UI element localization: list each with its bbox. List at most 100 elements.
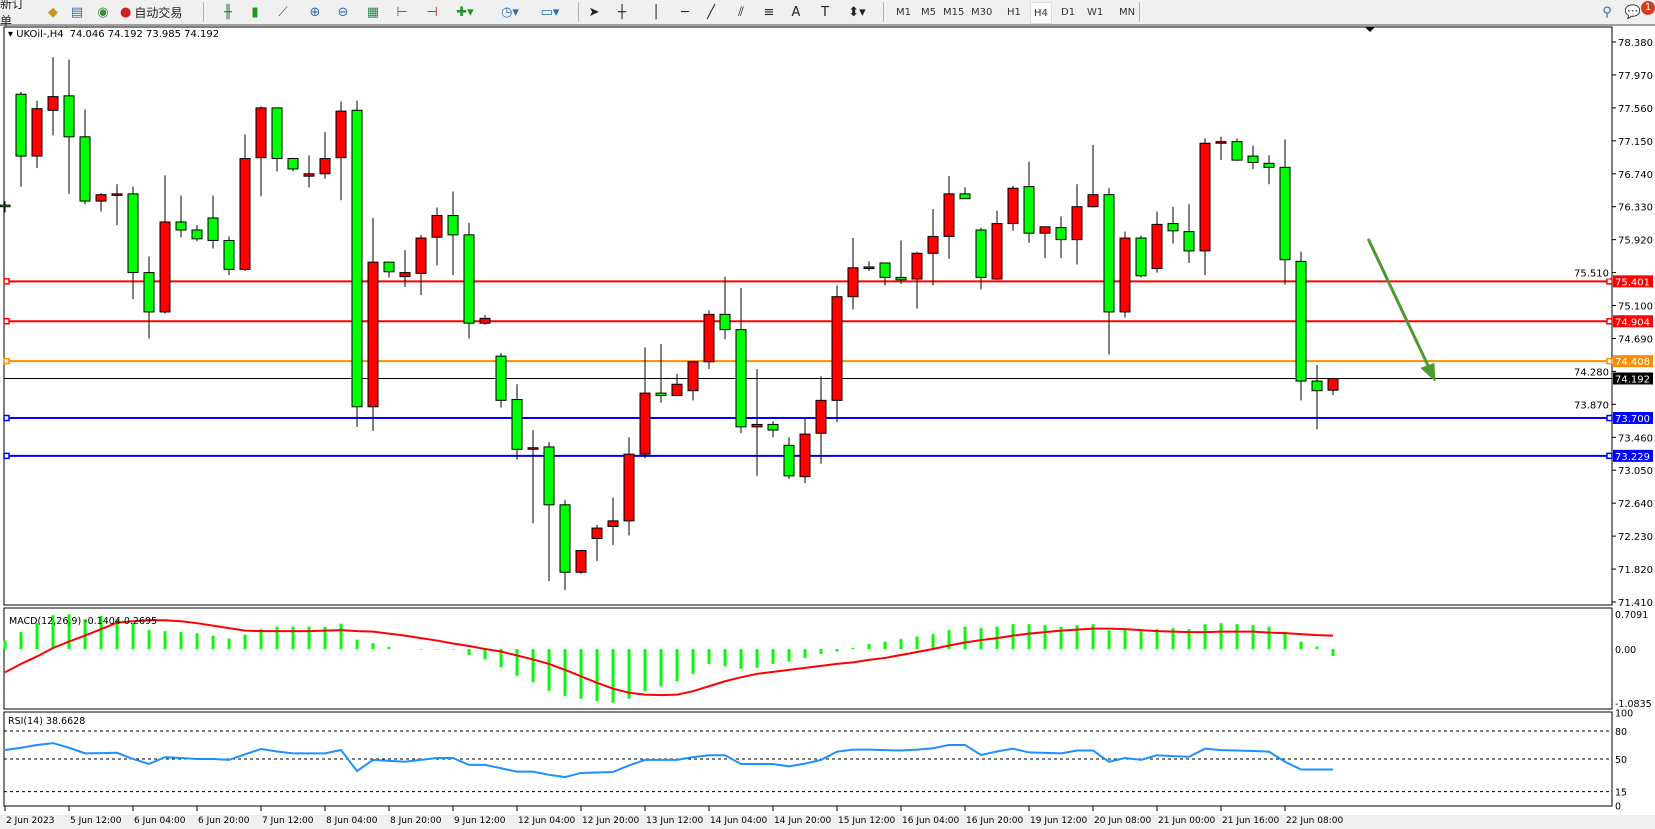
new-order-button[interactable]: 新订单 [0,0,25,28]
price-label: 73.700 [1615,414,1650,425]
arrows-dropdown-icon[interactable]: ⬍▾ [848,4,866,20]
candle-body [143,272,155,313]
chart-shift-icon[interactable]: ⊢ [396,4,408,20]
price-tick-label: 75.920 [1618,236,1653,247]
text-label-icon[interactable]: T [821,4,829,20]
candle-body [879,262,891,278]
time-tick-label: 21 Jun 16:00 [1222,816,1279,826]
price-tick-label: 72.640 [1618,499,1653,510]
line-handle [3,318,10,325]
timeframe-h1[interactable]: H1 [1007,6,1021,18]
price-label: 73.229 [1615,452,1650,463]
symbol-timeframe: UKOil-,H4 [16,29,63,40]
messages-icon[interactable]: 💬 [1624,4,1642,20]
candle-body [463,234,475,324]
horizontal-line-icon[interactable]: ─ [681,4,689,20]
candle-body [543,446,555,506]
candle-body [1199,142,1211,252]
horizontal-lines: 75.401 74.904 74.408 73.700 73.229 74.192 [3,275,1653,463]
price-tick-label: 71.410 [1618,598,1653,609]
candle-body [527,447,539,450]
rsi-tick-label: 80 [1615,727,1627,738]
time-tick-label: 19 Jun 12:00 [1030,816,1087,826]
toolbar-separator [203,2,204,22]
candle-body [511,399,523,450]
auto-trading-button[interactable]: ● 自动交易 [120,2,182,22]
candle-body [1263,162,1275,168]
zoom-out-icon[interactable]: ⊖ [337,4,349,20]
candle-body [0,204,11,208]
candles [0,57,1436,590]
cursor-icon[interactable]: ➤ [588,4,600,20]
navigator-icon[interactable]: ◆ [48,4,58,20]
price-label: 75.401 [1615,277,1650,288]
auto-scroll-icon[interactable]: ⊣ [426,4,438,20]
candle-body [623,453,635,522]
chart-menu-icon[interactable]: ▾ [8,29,16,40]
candle-body [127,193,139,274]
candle-body [367,261,379,408]
line-chart-icon[interactable]: ⟋ [278,4,288,20]
text-icon[interactable]: A [791,4,801,20]
time-tick-label: 13 Jun 12:00 [646,816,703,826]
candle-body [799,433,811,478]
candle-body [719,313,731,331]
axes: 78.380 77.970 77.560 77.150 76.740 76.330 75.9… [4,38,1653,826]
candle-body [815,399,827,434]
candle-body [591,527,603,540]
price-tick-label: 73.460 [1618,433,1653,444]
price-tick-label-bg [1570,398,1610,411]
candle-body [559,504,571,573]
candle-body [223,239,235,270]
periods-dropdown-icon[interactable]: ◷▾ [501,4,519,20]
candle-body [63,95,75,138]
timeframe-m15[interactable]: M15 [943,6,965,18]
line-handle [1606,357,1613,365]
candlestick-chart-icon[interactable]: ▮ [251,4,259,20]
fibonacci-icon[interactable]: ≡ [763,4,775,20]
price-label-bg [1613,449,1653,462]
candle-body [1231,141,1243,161]
price-tick-label: 73.870 [1574,400,1609,411]
bar-chart-icon[interactable]: ╫ [224,4,232,20]
line-handle [1606,452,1613,460]
timeframe-h4[interactable]: H4 [1030,2,1052,24]
chart-frames [0,26,1655,829]
ohlc-values: 74.046 74.192 73.985 74.192 [70,29,220,40]
indicators-dropdown-icon[interactable]: ✚▾ [456,4,474,20]
line-handle [3,357,10,365]
candle-body [863,266,875,270]
candle-body [1087,194,1099,208]
line-handle [3,414,10,422]
trend-line-icon[interactable]: ╱ [707,4,715,20]
timeframe-m1[interactable]: M1 [896,6,911,18]
signals-icon[interactable]: ◉ [97,4,109,20]
crosshair-icon[interactable]: ┼ [618,4,626,20]
candle-body [207,217,219,241]
timeframe-mn[interactable]: MN [1119,6,1136,18]
search-icon[interactable]: ⚲ [1602,4,1612,20]
time-tick-label: 14 Jun 20:00 [774,816,831,826]
candle-body [671,383,683,397]
equidistant-channel-icon[interactable]: ⫽ [738,4,744,20]
chart-symbol-label: ▾ UKOil-,H4 74.046 74.192 73.985 74.192 [8,29,219,40]
timeframe-m5[interactable]: M5 [921,6,936,18]
timeframe-d1[interactable]: D1 [1061,6,1076,18]
zoom-in-icon[interactable]: ⊕ [309,4,321,20]
candle-body [607,520,619,527]
tile-windows-icon[interactable]: ▦ [366,4,380,20]
candle-body [943,193,955,237]
line-handle [3,278,10,285]
status-strip [0,815,1655,829]
timeframe-w1[interactable]: W1 [1087,6,1104,18]
timeframe-m30[interactable]: M30 [971,6,993,18]
candle-body [255,107,267,159]
line-handle [1606,414,1613,422]
templates-dropdown-icon[interactable]: ▭▾ [540,4,560,20]
vertical-line-icon[interactable]: │ [652,4,660,20]
terminal-icon[interactable]: ▤ [70,4,84,20]
macd-signal-line [4,619,1334,697]
time-tick-label: 5 Jun 12:00 [70,816,122,826]
candle-body [1007,187,1019,225]
